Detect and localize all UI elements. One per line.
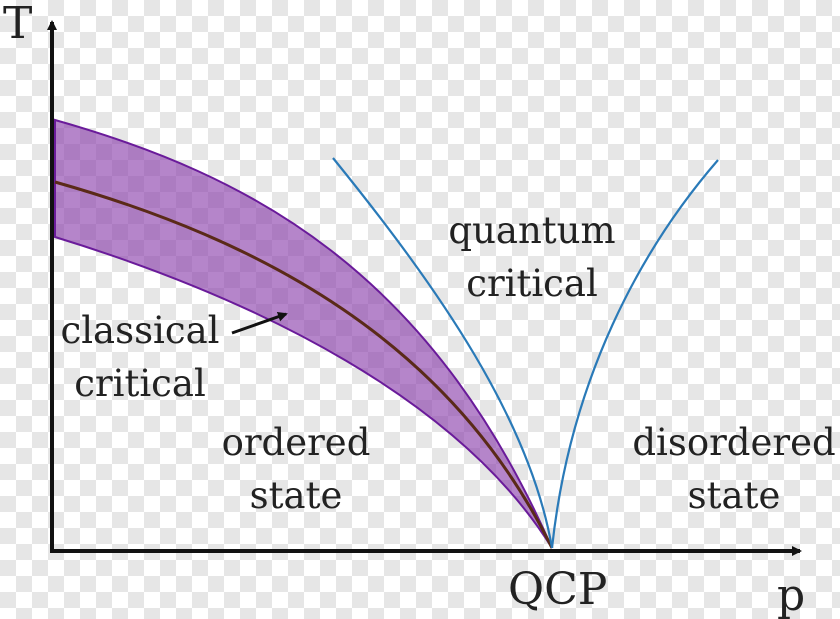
classical-critical-label-2: critical — [74, 362, 206, 405]
crossover-line-left — [332, 157, 554, 549]
qcp-label: QCP — [508, 564, 607, 615]
ordered-state-label-2: state — [250, 474, 343, 517]
y-axis-label: T — [3, 0, 32, 49]
disordered-state-label-1: disordered — [632, 421, 835, 464]
ordered-state-label-1: ordered — [222, 421, 371, 464]
quantum-critical-label-1: quantum — [448, 209, 615, 252]
disordered-state-label-2: state — [688, 474, 781, 517]
x-axis-label: p — [777, 570, 805, 619]
classical-critical-label-1: classical — [60, 309, 219, 352]
phase-transition-line — [54, 180, 554, 549]
crossover-line-right — [550, 159, 719, 549]
quantum-critical-label-2: critical — [466, 262, 598, 305]
classical-critical-pointer — [231, 311, 288, 335]
